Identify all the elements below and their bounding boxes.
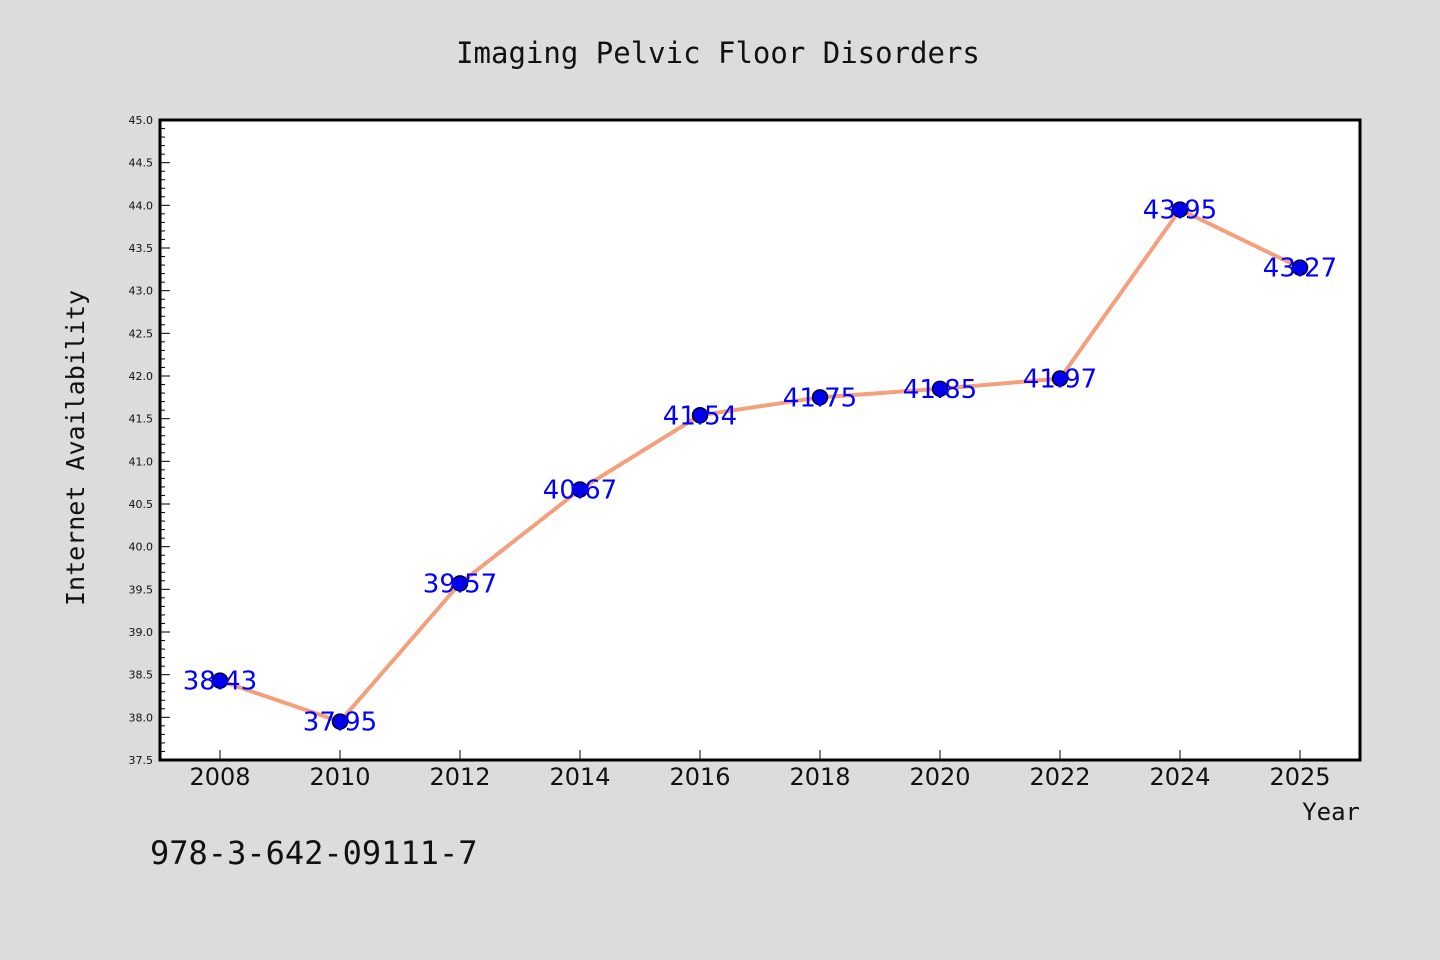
y-tick-label: 40.0 (129, 541, 154, 554)
data-point-label: 40.67 (543, 475, 617, 505)
data-point-marker (1291, 259, 1309, 276)
data-point-label: 41.75 (783, 383, 857, 413)
x-tick-label: 2018 (789, 763, 850, 791)
y-tick-label: 38.0 (129, 711, 154, 724)
data-point-label: 39.57 (423, 569, 497, 599)
data-point-label: 37.95 (303, 708, 377, 738)
data-point-marker (571, 481, 589, 498)
plot-area (158, 118, 1362, 762)
data-point-label: 41.97 (1023, 365, 1097, 395)
data-point-marker (1171, 201, 1189, 218)
y-axis: 37.5 38.0 38.5 39.0 39.5 40.0 40.5 41.0 41.5 42.0… (129, 114, 170, 767)
x-tick-label: 2022 (1029, 763, 1090, 791)
data-point-label: 41.54 (663, 401, 737, 431)
chart-title: Imaging Pelvic Floor Disorders (456, 36, 980, 70)
y-tick-label: 38.5 (129, 669, 154, 682)
x-axis-label: Year (1302, 798, 1360, 826)
data-point-marker (691, 407, 709, 424)
x-tick-label: 2012 (429, 763, 490, 791)
data-labels: 38.43 37.95 39.57 40.67 41.54 41.75 41.85 41.97… (183, 196, 1337, 738)
footnote-isbn: 978-3-642-09111-7 (150, 834, 478, 872)
data-point-marker (331, 713, 349, 730)
data-point-marker (1051, 370, 1069, 387)
y-tick-label: 43.5 (129, 242, 154, 255)
x-tick-label: 2025 (1269, 763, 1330, 791)
data-point-marker (931, 380, 949, 398)
y-axis-label: Internet Availability (61, 290, 90, 606)
data-point-marker (811, 389, 829, 406)
y-tick-label: 40.5 (129, 498, 154, 511)
data-point-label: 41.85 (903, 375, 977, 405)
data-point-marker (451, 575, 469, 592)
x-tick-label: 2008 (189, 763, 250, 791)
y-tick-label: 43.0 (129, 285, 154, 298)
x-axis: 2008 2010 2012 2014 2016 2018 2020 2022 2024 2025 (189, 750, 1331, 791)
y-tick-label: 39.5 (129, 583, 154, 596)
y-tick-label: 44.5 (129, 157, 154, 170)
x-tick-label: 2020 (909, 763, 970, 791)
y-tick-label: 45.0 (129, 114, 154, 127)
data-point-label: 43.95 (1143, 196, 1217, 226)
y-tick-label: 42.5 (129, 327, 154, 340)
x-tick-label: 2024 (1149, 763, 1210, 791)
data-point-label: 43.27 (1263, 254, 1337, 284)
y-tick-label: 41.5 (129, 413, 154, 426)
data-point-marker (211, 672, 229, 689)
x-tick-label: 2014 (549, 763, 610, 791)
y-tick-label: 41.0 (129, 455, 154, 468)
x-tick-label: 2010 (309, 763, 370, 791)
y-tick-label: 37.5 (129, 754, 154, 767)
x-tick-label: 2016 (669, 763, 730, 791)
data-markers (211, 201, 1309, 730)
data-point-label: 38.43 (183, 667, 257, 697)
series-line (218, 207, 1302, 724)
y-tick-label: 44.0 (129, 199, 154, 212)
y-tick-label: 42.0 (129, 370, 154, 383)
y-tick-label: 39.0 (129, 626, 154, 639)
